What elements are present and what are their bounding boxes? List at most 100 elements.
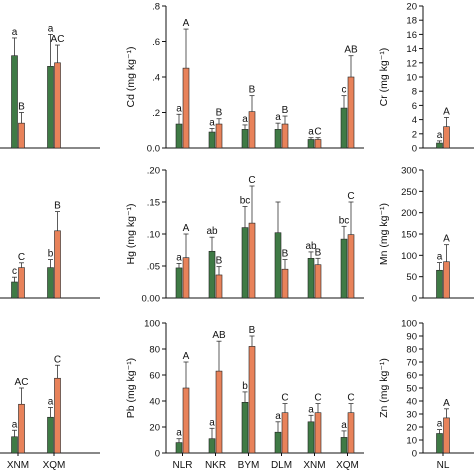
orange-bar	[18, 403, 25, 454]
y-axis-label: Hg (mg kg⁻¹)	[125, 204, 137, 265]
significance-letter: AB	[344, 45, 358, 56]
green-bar	[11, 55, 18, 149]
significance-letter: a	[176, 252, 182, 263]
orange-bar	[248, 346, 256, 454]
y-tick-label: 300	[401, 166, 417, 177]
y-tick-label: 50	[406, 272, 417, 283]
x-tick-label: XQM	[43, 460, 66, 471]
y-tick-label: .20	[147, 166, 160, 177]
y-tick-label: 4	[412, 115, 417, 126]
y-tick-label: 20	[149, 423, 160, 434]
significance-letter: A	[443, 106, 450, 117]
orange-bar	[215, 370, 223, 454]
green-bar	[47, 66, 54, 149]
significance-letter: a	[48, 23, 54, 34]
green-bar	[241, 401, 249, 454]
y-tick-label: 20	[406, 2, 417, 13]
significance-letter: A	[183, 223, 190, 234]
x-tick-label: XNM	[7, 460, 29, 471]
significance-letter: b	[48, 249, 54, 260]
orange-bar	[314, 139, 322, 149]
y-tick-label: .15	[147, 198, 160, 209]
y-tick-label: 250	[401, 187, 417, 198]
y-axis-label: Pb (mg kg⁻¹)	[125, 358, 137, 418]
significance-letter: B	[315, 247, 322, 258]
orange-bar	[54, 230, 61, 299]
significance-letter: AC	[51, 34, 65, 45]
significance-letter: B	[282, 105, 289, 116]
y-tick-label: 10	[406, 73, 417, 84]
y-tick-label: 40	[149, 397, 160, 408]
significance-letter: A	[183, 18, 190, 29]
significance-letter: a	[12, 419, 18, 430]
y-tick-label: 90	[406, 332, 417, 343]
significance-letter: B	[54, 201, 61, 212]
y-tick-label: 100	[144, 319, 160, 330]
chart-panel-left-row3: ADLMaACXNMaCXQM	[0, 354, 100, 471]
y-tick-label: 60	[406, 371, 417, 382]
green-bar	[175, 267, 183, 299]
orange-bar	[347, 412, 355, 454]
y-tick-label: 0.00	[142, 294, 161, 305]
x-tick-label: XQM	[336, 460, 359, 471]
significance-letter: C	[54, 354, 61, 365]
significance-letter: a	[209, 417, 215, 428]
x-tick-label: NKR	[205, 460, 226, 471]
green-bar	[11, 281, 18, 299]
significance-letter: A	[443, 234, 450, 245]
significance-letter: a	[12, 27, 18, 38]
orange-bar	[281, 412, 289, 454]
significance-letter: C	[248, 175, 255, 186]
significance-letter: a	[209, 117, 215, 128]
y-tick-label: 100	[401, 251, 417, 262]
orange-bar	[347, 76, 355, 149]
y-tick-label: 2	[412, 129, 417, 140]
green-bar	[274, 431, 282, 454]
y-tick-label: .6	[152, 37, 160, 48]
y-tick-label: .8	[152, 2, 160, 13]
y-tick-label: 10	[406, 436, 417, 447]
green-bar	[436, 433, 443, 454]
significance-letter: A	[443, 398, 450, 409]
y-tick-label: 0	[412, 294, 417, 305]
y-tick-label: 30	[406, 410, 417, 421]
y-tick-label: 14	[406, 44, 417, 55]
significance-letter: B	[216, 256, 223, 267]
orange-bar	[248, 222, 256, 299]
green-bar	[436, 269, 443, 299]
significance-letter: bc	[240, 195, 251, 206]
y-tick-label: .10	[147, 230, 160, 241]
significance-letter: ab	[305, 241, 317, 252]
significance-letter: a	[308, 127, 314, 138]
y-tick-label: 40	[406, 397, 417, 408]
significance-letter: AB	[212, 330, 226, 341]
green-bar	[307, 139, 315, 149]
green-bar	[241, 129, 249, 149]
significance-letter: B	[282, 249, 289, 260]
green-bar	[208, 250, 216, 299]
significance-letter: B	[18, 102, 25, 113]
green-bar	[340, 107, 348, 149]
y-tick-label: 0.0	[147, 144, 160, 155]
y-tick-label: 18	[406, 16, 417, 27]
chart-panel-right-row1: 0 2 4 6 8 10 12 14 16 18 20 Cr (mg kg⁻¹) a A	[378, 2, 474, 155]
x-tick-label: NLR	[172, 460, 192, 471]
green-bar	[340, 437, 348, 454]
x-tick-label: XNM	[303, 460, 325, 471]
y-tick-label: 20	[406, 423, 417, 434]
x-tick-label: BYM	[238, 460, 260, 471]
green-bar	[208, 131, 216, 149]
orange-bar	[215, 274, 223, 299]
y-tick-label: .2	[152, 108, 160, 119]
green-bar	[175, 123, 183, 149]
green-bar	[307, 258, 315, 299]
significance-letter: C	[347, 393, 354, 404]
significance-letter: ab	[206, 226, 218, 237]
orange-bar	[281, 123, 289, 149]
green-bar	[307, 421, 315, 454]
